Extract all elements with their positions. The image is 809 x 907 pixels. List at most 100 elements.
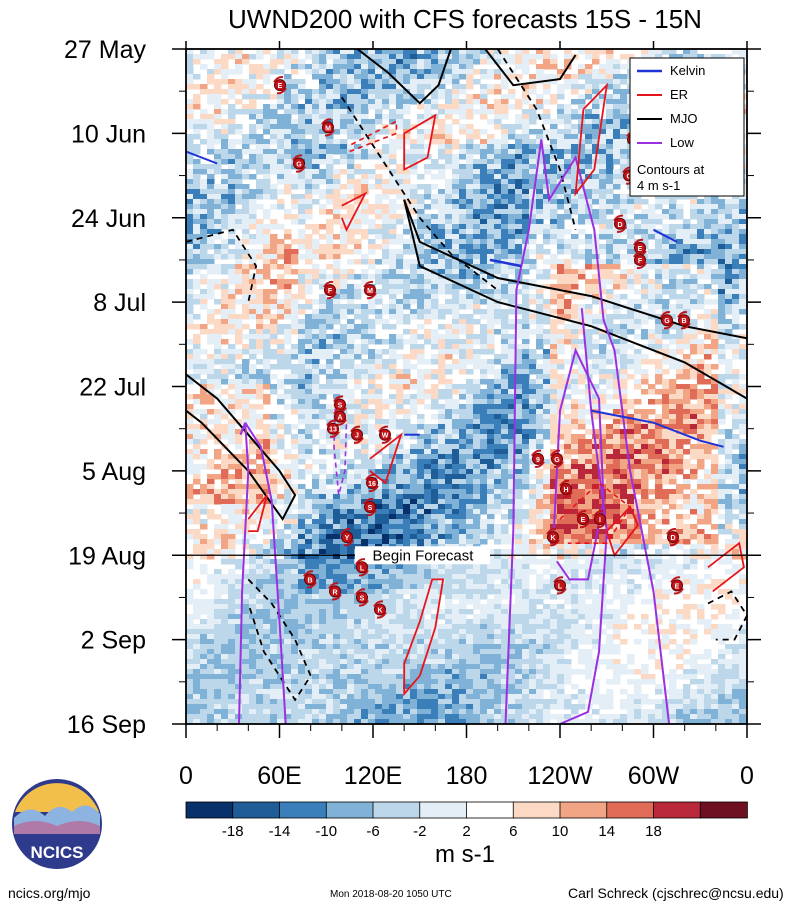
heat-cell xyxy=(641,409,649,415)
heat-cell xyxy=(627,249,635,255)
heat-cell xyxy=(256,154,264,160)
heat-cell xyxy=(543,64,551,70)
heat-cell xyxy=(466,294,474,300)
heat-cell xyxy=(718,409,726,415)
heat-cell xyxy=(550,174,558,180)
heat-cell xyxy=(389,399,397,405)
heat-cell xyxy=(417,394,425,400)
heat-cell xyxy=(333,214,341,220)
heat-cell xyxy=(312,309,320,315)
heat-cell xyxy=(704,324,712,330)
heat-cell xyxy=(263,149,271,155)
heat-cell xyxy=(571,74,579,80)
heat-cell xyxy=(445,144,453,150)
heat-cell xyxy=(200,234,208,240)
heat-cell xyxy=(585,334,593,340)
heat-cell xyxy=(592,324,600,330)
heat-cell xyxy=(333,159,341,165)
heat-cell xyxy=(263,244,271,250)
heat-cell xyxy=(417,59,425,65)
heat-cell xyxy=(718,224,726,230)
heat-cell xyxy=(592,79,600,85)
heat-cell xyxy=(669,229,677,235)
heat-cell xyxy=(221,139,229,145)
heat-cell xyxy=(333,74,341,80)
heat-cell xyxy=(501,414,509,420)
heat-cell xyxy=(662,409,670,415)
heat-cell xyxy=(522,309,530,315)
heat-cell xyxy=(354,249,362,255)
heat-cell xyxy=(452,74,460,80)
heat-cell xyxy=(683,359,691,365)
heat-cell xyxy=(312,254,320,260)
heat-cell xyxy=(305,54,313,60)
heat-cell xyxy=(592,384,600,390)
heat-cell xyxy=(452,414,460,420)
heat-cell xyxy=(214,309,222,315)
heat-cell xyxy=(669,214,677,220)
heat-cell xyxy=(522,119,530,125)
heat-cell xyxy=(508,319,516,325)
heat-cell xyxy=(655,269,663,275)
heat-cell xyxy=(333,269,341,275)
heat-cell xyxy=(235,194,243,200)
heat-cell xyxy=(585,109,593,115)
heat-cell xyxy=(284,184,292,190)
heat-cell xyxy=(739,349,747,355)
heat-cell xyxy=(445,229,453,235)
heat-cell xyxy=(501,124,509,130)
heat-cell xyxy=(452,174,460,180)
heat-cell xyxy=(235,284,243,290)
heat-cell xyxy=(480,139,488,145)
heat-cell xyxy=(333,69,341,75)
heat-cell xyxy=(284,89,292,95)
heat-cell xyxy=(242,369,250,375)
heat-cell xyxy=(424,389,432,395)
heat-cell xyxy=(662,194,670,200)
heat-cell xyxy=(207,234,215,240)
heat-cell xyxy=(347,229,355,235)
heat-cell xyxy=(389,419,397,425)
heat-cell xyxy=(235,379,243,385)
heat-cell xyxy=(424,219,432,225)
heat-cell xyxy=(326,374,334,380)
heat-cell xyxy=(501,204,509,210)
heat-cell xyxy=(263,124,271,130)
heat-cell xyxy=(424,309,432,315)
heat-cell xyxy=(354,199,362,205)
heat-cell xyxy=(592,394,600,400)
heat-cell xyxy=(438,339,446,345)
heat-cell xyxy=(522,319,530,325)
heat-cell xyxy=(242,349,250,355)
heat-cell xyxy=(571,129,579,135)
heat-cell xyxy=(522,369,530,375)
heat-cell xyxy=(452,299,460,305)
heat-cell xyxy=(480,224,488,230)
heat-cell xyxy=(340,184,348,190)
heat-cell xyxy=(340,314,348,320)
heat-cell xyxy=(368,219,376,225)
heat-cell xyxy=(305,239,313,245)
heat-cell xyxy=(501,94,509,100)
heat-cell xyxy=(382,214,390,220)
heat-cell xyxy=(739,224,747,230)
heat-cell xyxy=(459,314,467,320)
heat-cell xyxy=(480,404,488,410)
heat-cell xyxy=(326,159,334,165)
heat-cell xyxy=(214,284,222,290)
heat-cell xyxy=(354,59,362,65)
heat-cell xyxy=(613,299,621,305)
heat-cell xyxy=(221,209,229,215)
heat-cell xyxy=(193,234,201,240)
heat-cell xyxy=(445,419,453,425)
heat-cell xyxy=(333,264,341,270)
heat-cell xyxy=(683,254,691,260)
heat-cell xyxy=(403,49,411,55)
heat-cell xyxy=(375,229,383,235)
heat-cell xyxy=(438,199,446,205)
heat-cell xyxy=(200,179,208,185)
heat-cell xyxy=(494,69,502,75)
heat-cell xyxy=(690,224,698,230)
heat-cell xyxy=(690,54,698,60)
heat-cell xyxy=(228,349,236,355)
